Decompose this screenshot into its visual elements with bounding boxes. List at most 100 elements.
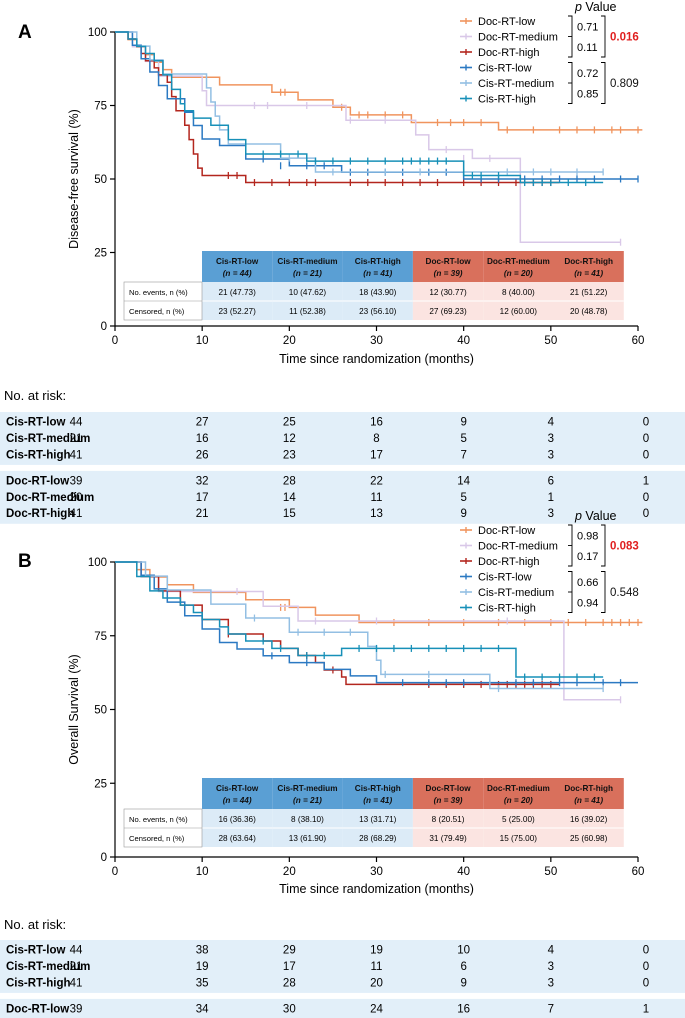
y-tick-label: 0 [101,852,107,864]
pairwise-pvalue: 0.11 [577,42,598,54]
pairwise-pvalue: 0.72 [577,68,598,80]
risk-row-label: Doc-RT-low [6,1004,69,1016]
table-censored-value: 31 (79.49) [429,834,467,843]
x-tick-label: 60 [632,866,645,878]
risk-row-label: Cis-RT-medium [6,433,90,445]
table-censored-value: 25 (60.98) [570,834,608,843]
table-header-cell [412,251,484,282]
table-column-name: Doc-RT-medium [487,257,550,266]
risk-value: 26 [196,449,209,461]
risk-value: 11 [371,961,383,973]
x-tick-label: 20 [283,866,296,878]
risk-value: 32 [196,476,209,488]
table-column-name: Doc-RT-low [426,784,472,793]
y-tick-label: 75 [94,101,107,113]
table-column-n: (n = 44) [223,269,252,278]
table-column-n: (n = 21) [293,796,322,805]
risk-value: 0 [643,433,649,445]
panel-label: B [18,551,32,572]
risk-table: No. at risk:Cis-RT-low 44 27 25 16 9 4 0Cis-RT-… [0,388,685,524]
table-row-label: No. events, n (%) [129,288,188,297]
risk-block-cis [0,412,685,465]
legend-label: Cis-RT-medium [478,78,554,90]
table-column-name: Doc-RT-high [564,784,613,793]
legend-label: Cis-RT-high [478,94,536,106]
table-row-label: No. events, n (%) [129,815,188,824]
risk-value: 16 [457,1004,470,1016]
legend: p Value Doc-RT-low Doc-RT-medium Doc-RT-hig… [460,509,639,615]
pairwise-pvalue: 0.94 [577,597,598,609]
risk-value: 1 [548,492,554,504]
risk-value: 17 [196,492,209,504]
table-header-cell [272,251,343,282]
risk-value: 0 [643,961,649,973]
table-events-value: 10 (47.62) [289,288,327,297]
series-cis-rt-high [115,31,604,187]
table-censored-value: 28 (68.29) [359,834,397,843]
legend-label: Doc-RT-medium [478,32,558,44]
risk-value: 29 [283,945,296,957]
risk-value: 8 [373,433,379,445]
pvalue-title: p Value [574,509,617,523]
risk-value: 13 [370,508,383,520]
risk-block-doc [0,998,685,1018]
table-header-cell [202,251,273,282]
table-column-n: (n = 41) [363,796,392,805]
x-tick-label: 40 [457,866,470,878]
risk-value: 25 [283,417,296,429]
y-tick-label: 100 [88,557,107,569]
risk-value: 0 [643,449,649,461]
series-cis-rt-low [115,31,639,183]
risk-value: 30 [283,1004,296,1016]
risk-value: 24 [370,1004,383,1016]
risk-value: 20 [70,492,83,504]
risk-value: 19 [370,945,383,957]
risk-value: 14 [457,476,470,488]
risk-value: 11 [371,492,383,504]
table-censored-value: 20 (48.78) [570,307,608,316]
risk-value: 0 [643,945,649,957]
series-line [115,31,621,243]
table-events-value: 8 (20.51) [432,815,465,824]
y-tick-label: 75 [94,631,107,643]
risk-title: No. at risk: [4,388,66,403]
pvalue-title: p Value [574,0,617,14]
x-tick-label: 60 [632,335,645,347]
table-header-cell [342,251,413,282]
x-tick-label: 0 [112,866,118,878]
x-axis-label: Time since randomization (months) [279,352,474,366]
risk-value: 9 [460,417,466,429]
table-censored-value: 27 (69.23) [429,307,467,316]
risk-value: 10 [457,945,470,957]
risk-value: 0 [643,508,649,520]
risk-value: 3 [548,977,554,989]
table-header-cell [483,251,554,282]
y-axis-label: Disease-free survival (%) [67,109,81,249]
risk-value: 3 [548,961,554,973]
risk-value: 28 [283,476,296,488]
series-line [115,561,638,684]
risk-value: 15 [283,508,296,520]
risk-value: 35 [196,977,209,989]
table-censored-value: 23 (52.27) [218,307,256,316]
series-line [115,561,604,690]
table-events-value: 18 (43.90) [359,288,397,297]
events-table: Cis-RT-low (n = 44) 16 (36.36) 28 (63.64) Ci… [123,778,624,848]
table-column-n: (n = 41) [574,796,603,805]
table-column-n: (n = 20) [504,269,533,278]
risk-value: 5 [460,433,466,445]
y-tick-label: 50 [94,705,107,717]
table-column-name: Cis-RT-medium [277,257,337,266]
table-events-value: 5 (25.00) [502,815,535,824]
overall-bracket [601,15,606,58]
series-cis-rt-high [115,561,604,681]
risk-row-label: Cis-RT-low [6,417,65,429]
table-column-name: Doc-RT-low [426,257,472,266]
risk-row-label: Doc-RT-high [6,508,74,520]
table-header-cell [202,778,273,809]
table-header-cell [553,251,624,282]
table-censored-value: 12 (60.00) [500,307,538,316]
overall-pvalue: 0.809 [610,78,639,90]
